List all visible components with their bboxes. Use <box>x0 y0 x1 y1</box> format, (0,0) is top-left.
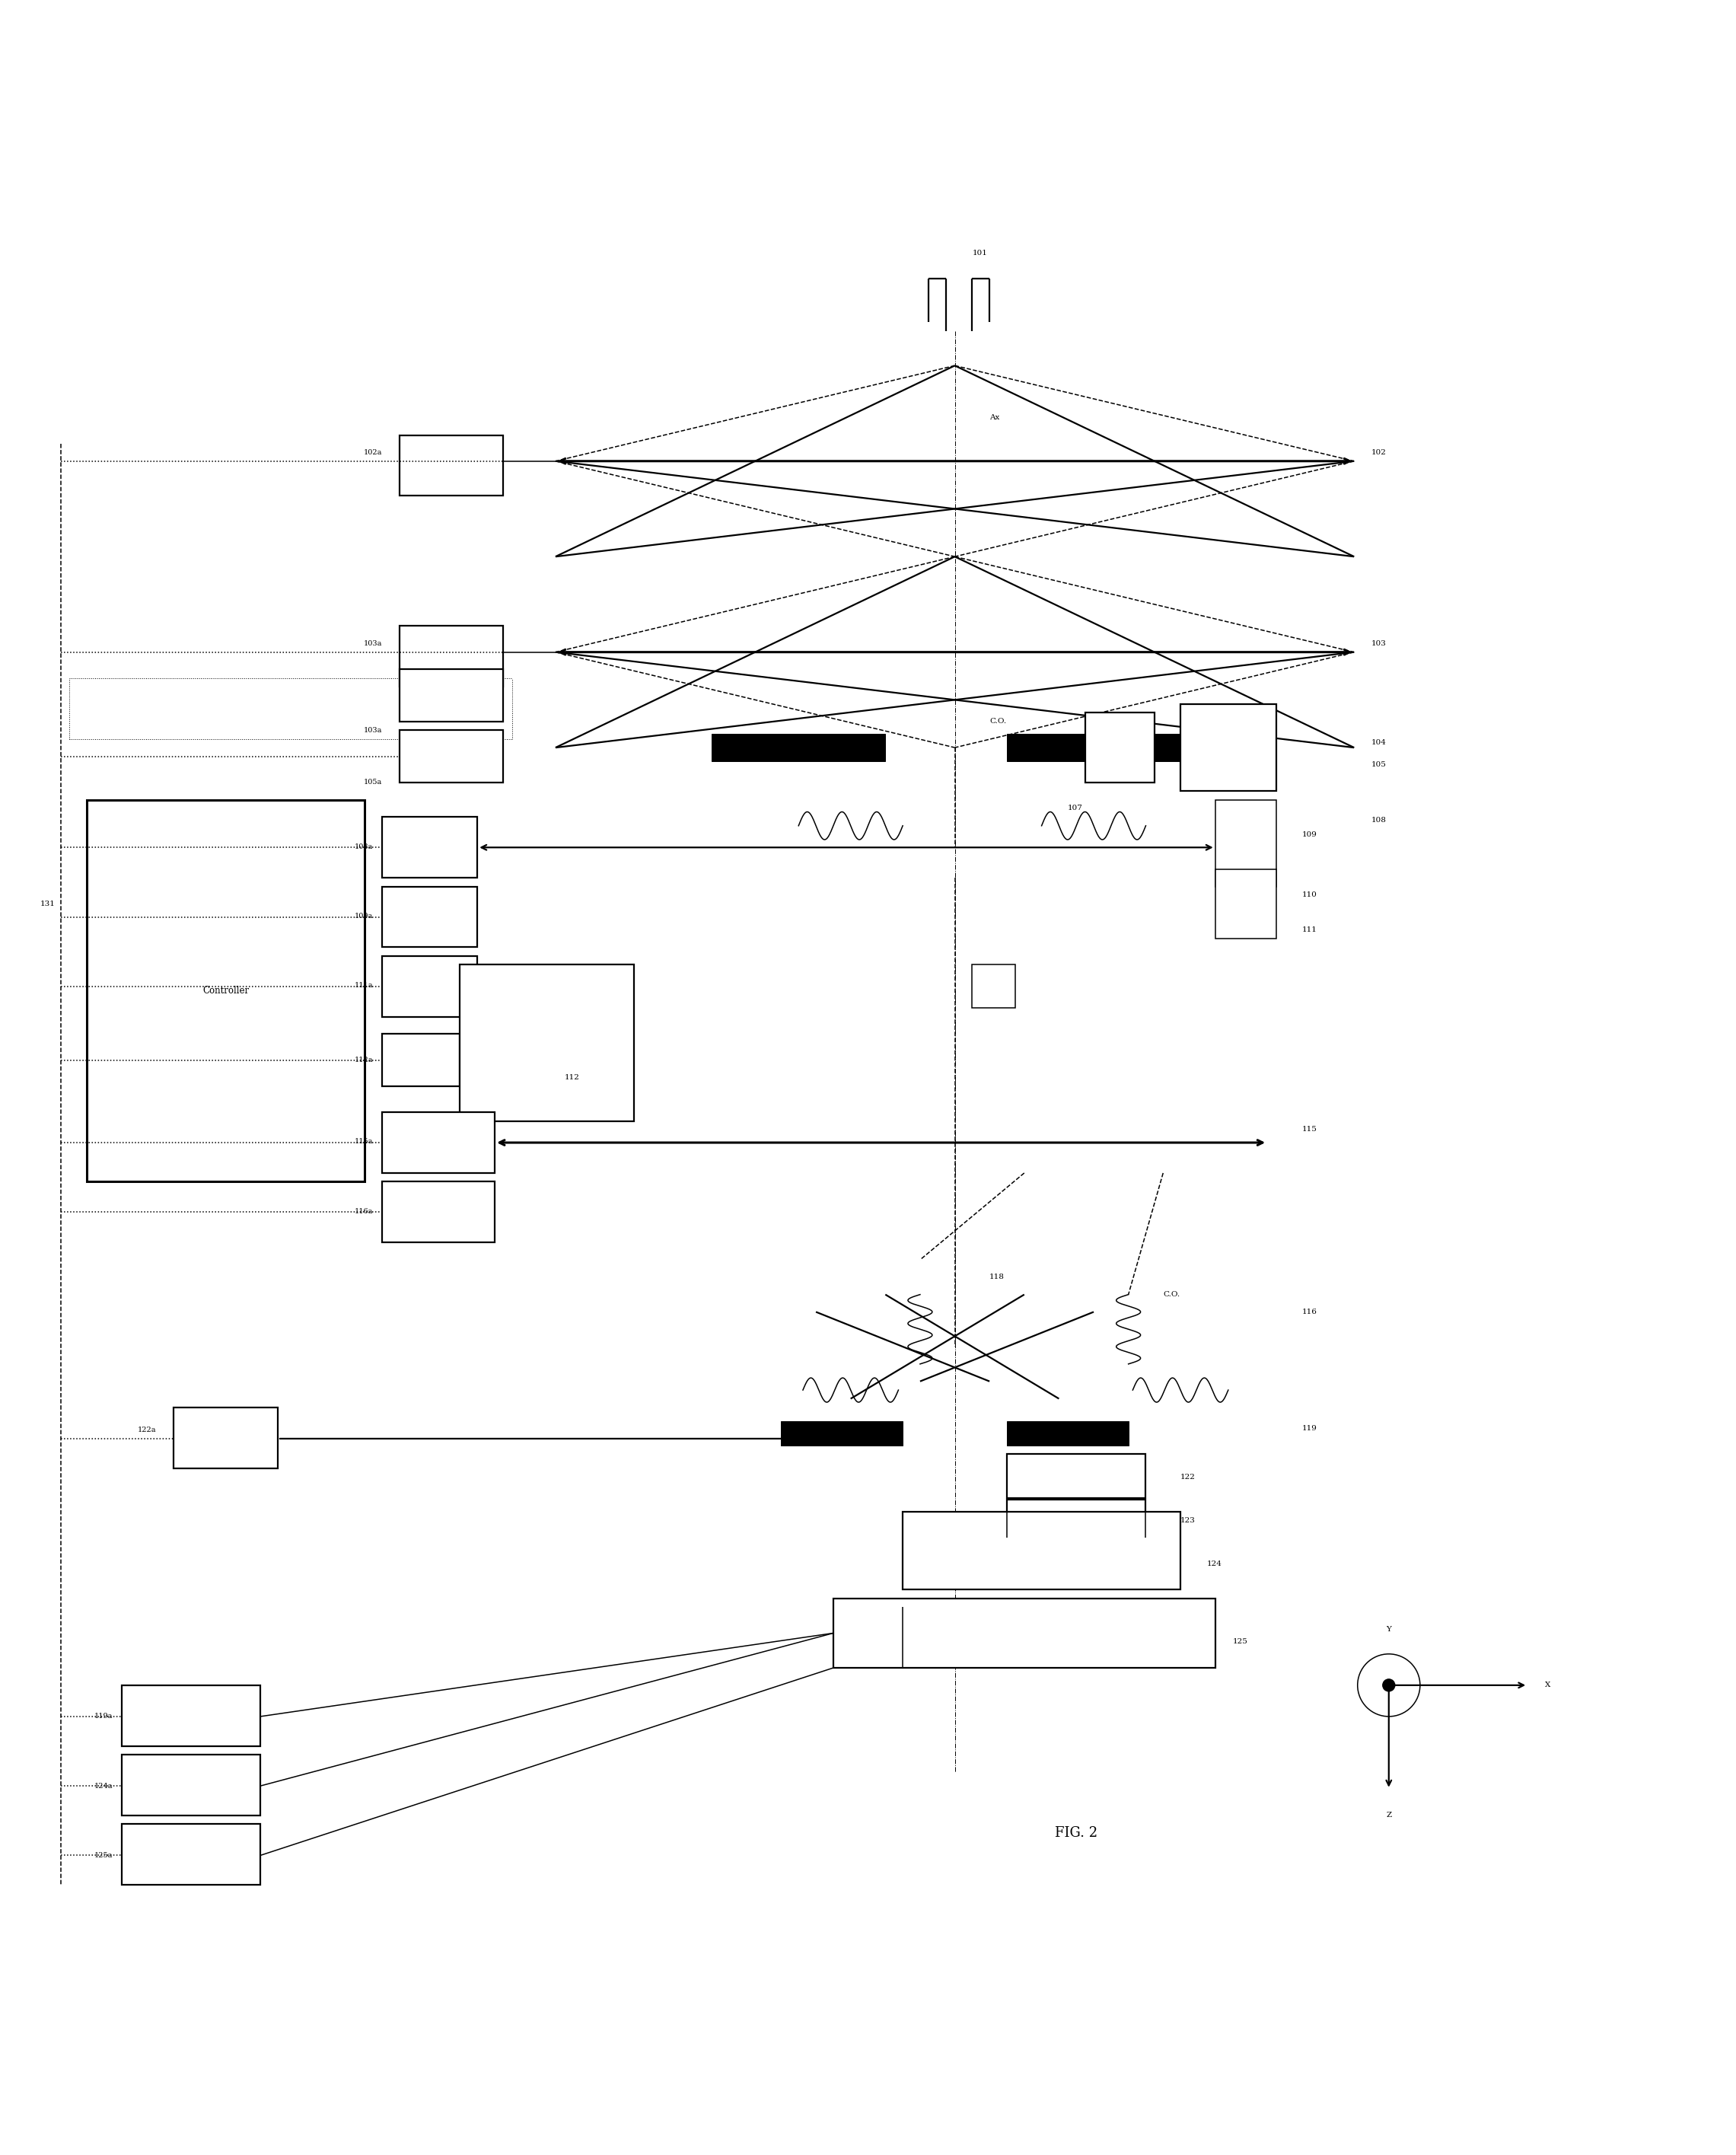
Bar <box>122 1823 260 1886</box>
Text: 105a: 105a <box>363 778 382 787</box>
Text: 122: 122 <box>1180 1474 1196 1480</box>
Text: 111: 111 <box>1302 927 1318 933</box>
Text: 103: 103 <box>1371 640 1387 646</box>
Bar <box>972 965 1016 1009</box>
Text: Y: Y <box>1385 1627 1392 1633</box>
Bar <box>382 957 477 1017</box>
Bar <box>382 817 477 877</box>
Bar <box>781 1422 903 1446</box>
Text: 103a: 103a <box>363 726 382 733</box>
Bar <box>382 1034 460 1086</box>
Text: 110: 110 <box>1302 892 1318 899</box>
Bar <box>1215 868 1276 940</box>
Bar <box>399 627 503 687</box>
Text: 102a: 102a <box>363 448 382 457</box>
Text: 125a: 125a <box>94 1851 113 1860</box>
Bar <box>1007 1455 1146 1498</box>
Text: 103a: 103a <box>363 640 382 646</box>
Bar <box>122 1754 260 1815</box>
Text: 122a: 122a <box>137 1427 156 1433</box>
Text: 115a: 115a <box>354 1138 373 1144</box>
Bar <box>1007 1422 1128 1446</box>
Circle shape <box>1382 1679 1396 1692</box>
Text: Ax: Ax <box>990 414 1000 420</box>
Text: C.O.: C.O. <box>1163 1291 1180 1297</box>
Bar <box>1007 733 1180 761</box>
Text: 116a: 116a <box>354 1207 373 1215</box>
Text: 102: 102 <box>1371 448 1387 457</box>
Text: 109: 109 <box>1302 832 1318 838</box>
Text: FIG. 2: FIG. 2 <box>1055 1825 1097 1840</box>
Text: 108a: 108a <box>354 843 373 849</box>
Text: 115: 115 <box>1302 1127 1318 1134</box>
Text: 101: 101 <box>972 250 988 256</box>
Text: 123: 123 <box>1180 1517 1196 1524</box>
Text: 109a: 109a <box>354 912 373 920</box>
Bar <box>399 731 503 782</box>
Bar <box>833 1599 1215 1668</box>
Text: 112a: 112a <box>354 1056 373 1065</box>
Bar <box>87 800 365 1181</box>
Text: 119: 119 <box>1302 1424 1318 1431</box>
Text: Z: Z <box>1385 1812 1392 1819</box>
Text: 124a: 124a <box>94 1782 113 1789</box>
Bar <box>382 1112 495 1172</box>
Bar <box>399 435 503 496</box>
Bar <box>1180 705 1276 791</box>
Bar <box>460 965 634 1121</box>
Text: 119a: 119a <box>94 1713 113 1720</box>
Bar <box>712 733 885 761</box>
Text: 107: 107 <box>1068 806 1083 812</box>
Text: C.O.: C.O. <box>990 718 1007 724</box>
Text: 124: 124 <box>1207 1560 1222 1567</box>
Bar <box>1007 1500 1146 1539</box>
Text: Controller: Controller <box>203 985 248 996</box>
Text: 105: 105 <box>1371 761 1387 769</box>
Text: 125: 125 <box>1233 1638 1248 1644</box>
Bar <box>174 1407 278 1468</box>
Bar <box>382 886 477 948</box>
Bar <box>122 1685 260 1746</box>
Text: 112: 112 <box>564 1073 580 1082</box>
Text: 108: 108 <box>1371 817 1387 823</box>
Text: 131: 131 <box>40 901 56 907</box>
Bar <box>382 1181 495 1243</box>
Text: X: X <box>1545 1681 1550 1690</box>
Text: 118: 118 <box>990 1274 1005 1280</box>
Text: 104: 104 <box>1371 739 1387 746</box>
Text: 111a: 111a <box>354 983 373 989</box>
Bar <box>1215 800 1276 886</box>
Bar <box>903 1511 1180 1590</box>
Bar <box>1085 713 1154 782</box>
Text: 116: 116 <box>1302 1308 1318 1315</box>
Bar <box>399 670 503 722</box>
